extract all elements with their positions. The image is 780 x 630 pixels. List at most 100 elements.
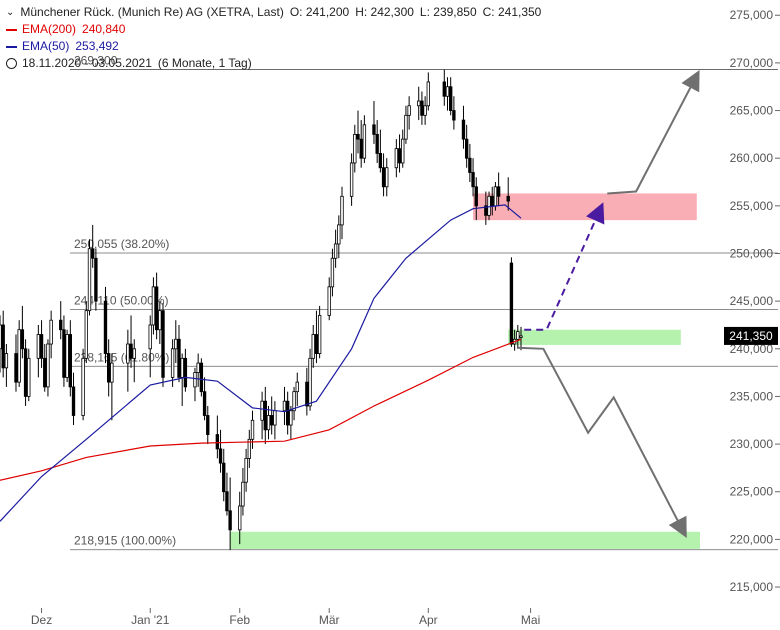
candle-body (43, 357, 47, 388)
candle-body (244, 457, 248, 483)
y-tick-label: 215,000 (730, 580, 774, 594)
candle-body (250, 419, 255, 440)
y-tick-label: 245,000 (730, 294, 774, 308)
candle-body (273, 410, 277, 426)
support-zone (508, 329, 681, 345)
fib-label: 269,300 (74, 54, 118, 68)
period-range: 18.11.2020 - 03.05.2021 (22, 56, 152, 70)
price-zones (230, 193, 700, 549)
ema200-value: 240,840 (82, 22, 126, 36)
candle-body (311, 334, 315, 359)
candle-body (474, 186, 478, 207)
candle-body (65, 334, 69, 378)
legend-title-row: ⌄ Münchener Rück. (Munich Re) AG (XETRA,… (6, 4, 541, 21)
ema200-line (0, 338, 522, 481)
ema50-swatch (6, 45, 17, 48)
y-tick-label: 270,000 (730, 56, 774, 70)
candle-body (27, 357, 31, 397)
x-tick-label: Feb (229, 613, 250, 627)
candle-body (442, 81, 446, 97)
candle-body (0, 324, 2, 350)
candle-body (353, 133, 357, 164)
candle-body (228, 510, 232, 531)
y-tick-label: 250,000 (730, 246, 774, 260)
candle-body (292, 391, 296, 412)
candle-body (381, 167, 386, 188)
candle-body (71, 386, 76, 416)
candle-body (180, 357, 184, 378)
candle-body (14, 353, 18, 383)
candle-body (202, 391, 207, 416)
ema200-label: EMA(200) (22, 22, 77, 36)
candle-body (333, 243, 338, 259)
candle-body (314, 334, 319, 354)
candle-body (506, 195, 510, 202)
candle-body (158, 310, 162, 331)
candle-body (103, 300, 108, 354)
candle-body (330, 257, 335, 288)
y-tick-label: 230,000 (730, 437, 774, 451)
candle-body (496, 186, 501, 197)
low-value: L: 239,850 (419, 5, 477, 19)
candle-body (445, 86, 450, 97)
y-tick-label: 260,000 (730, 151, 774, 165)
chevron-down-icon[interactable]: ⌄ (6, 7, 15, 18)
candle-body (1, 324, 5, 369)
ema50-label: EMA(50) (22, 39, 70, 53)
y-tick-label: 235,000 (730, 389, 774, 403)
candle-body (420, 100, 424, 116)
candle-body (337, 224, 341, 245)
candle-body (487, 195, 491, 216)
y-tick-label: 265,000 (730, 104, 774, 118)
candle-body (49, 319, 53, 345)
y-tick-label: 240,000 (730, 342, 774, 356)
ema50-value: 253,492 (75, 39, 119, 53)
candle-body (404, 114, 408, 140)
candle-body (394, 148, 399, 169)
candle-body (260, 400, 264, 421)
fib-label: 244,110 (50.00%) (74, 294, 169, 308)
candle-body (218, 448, 223, 464)
candle-body (519, 335, 523, 338)
candle-body (449, 86, 453, 111)
last-price-tag: 241,350 (724, 326, 778, 345)
candle-body (378, 153, 383, 169)
legend-ema50-row: EMA(50) 253,492 (6, 38, 541, 55)
candle-body (295, 381, 299, 393)
candle-body (375, 133, 379, 154)
candle-body (327, 286, 331, 316)
candle-body (468, 157, 472, 173)
candle-body (110, 362, 114, 383)
scenario-arrows (517, 69, 700, 539)
candle-body (81, 357, 85, 416)
candle-body (263, 400, 267, 431)
candle-body (129, 343, 133, 359)
y-tick-label: 220,000 (730, 532, 774, 546)
candle-body (509, 262, 514, 345)
fib-label: 218,915 (100.00%) (74, 534, 176, 548)
resistance-zone (473, 193, 697, 221)
candle-body (317, 315, 322, 354)
candle-body (84, 310, 88, 359)
candle-body (177, 338, 181, 378)
candle-body (193, 372, 197, 388)
chart-legend: ⌄ Münchener Rück. (Munich Re) AG (XETRA,… (6, 4, 541, 72)
candle-body (356, 133, 360, 140)
candle-body (17, 329, 21, 383)
candle-body (206, 415, 210, 435)
candle-body (285, 400, 290, 426)
candle-body (106, 353, 111, 383)
candle-body (161, 310, 165, 378)
ema50-line (0, 204, 522, 522)
candle-body (362, 124, 367, 159)
instrument-title: Münchener Rück. (Munich Re) AG (XETRA, L… (20, 5, 284, 19)
candle-body (266, 415, 271, 431)
candle-body (91, 248, 95, 259)
candle-body (385, 167, 389, 188)
scenario-up-arrow (607, 69, 700, 195)
x-tick-label: Apr (419, 613, 438, 627)
y-tick-label: 255,000 (730, 199, 774, 213)
open-value: O: 241,200 (289, 5, 350, 19)
y-tick-label: 225,000 (730, 485, 774, 499)
candle-body (401, 138, 405, 164)
